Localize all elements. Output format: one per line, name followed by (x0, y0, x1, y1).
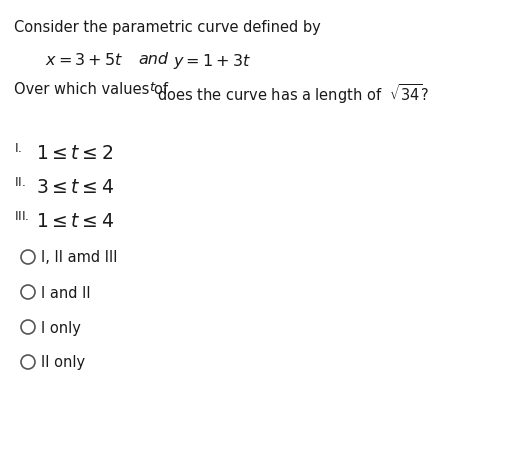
Text: I and II: I and II (41, 285, 90, 300)
Text: $y=1+3t$: $y=1+3t$ (173, 52, 251, 71)
Text: $^{\mathrm{III.}}$: $^{\mathrm{III.}}$ (14, 212, 29, 230)
Text: $1\leq t\leq 2$: $1\leq t\leq 2$ (36, 144, 113, 162)
Text: I, II amd III: I, II amd III (41, 250, 118, 265)
Text: does the curve has a length of  $\sqrt{34}$?: does the curve has a length of $\sqrt{34… (157, 82, 429, 106)
Text: $3\leq t\leq 4$: $3\leq t\leq 4$ (36, 178, 114, 196)
Text: II only: II only (41, 355, 85, 369)
Text: $x=3+5t$: $x=3+5t$ (45, 52, 123, 68)
Text: and: and (138, 52, 168, 67)
Text: $1\leq t\leq 4$: $1\leq t\leq 4$ (36, 212, 114, 230)
Text: $^{\mathrm{I.}}$: $^{\mathrm{I.}}$ (14, 144, 22, 162)
Text: I only: I only (41, 320, 81, 335)
Text: $t$: $t$ (149, 81, 157, 94)
Text: Consider the parametric curve defined by: Consider the parametric curve defined by (14, 20, 321, 35)
Text: $^{\mathrm{II.}}$: $^{\mathrm{II.}}$ (14, 178, 26, 196)
Text: Over which values of: Over which values of (14, 82, 168, 97)
